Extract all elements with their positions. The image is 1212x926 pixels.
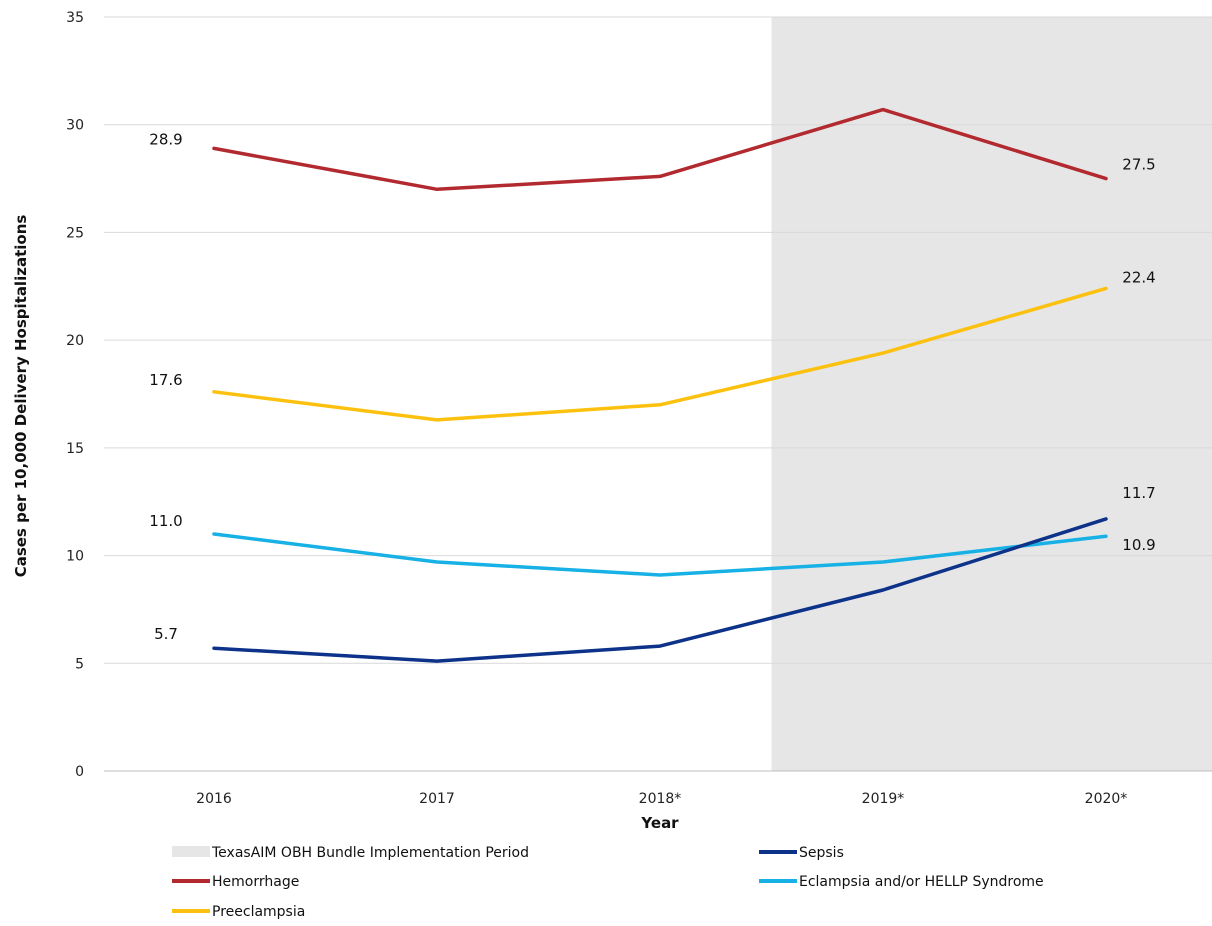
legend-label: Sepsis bbox=[799, 845, 844, 861]
data-label: 17.6 bbox=[149, 371, 182, 389]
y-tick-label: 20 bbox=[66, 333, 84, 349]
implementation-period-shade bbox=[771, 17, 1212, 771]
series-line-eclampsia-and-or-hellp-syndrome bbox=[212, 532, 1108, 577]
data-labels-layer: 28.9 27.5 17.6 22.4 11.0 10.9 5.7 11.7 bbox=[149, 130, 1155, 643]
y-tick-label: 5 bbox=[75, 656, 84, 672]
legend-label: TexasAIM OBH Bundle Implementation Perio… bbox=[211, 845, 529, 861]
grid-layer bbox=[104, 16, 1212, 772]
series-line-preeclampsia bbox=[212, 286, 1108, 422]
legend-label: Eclampsia and/or HELLP Syndrome bbox=[799, 874, 1044, 890]
x-axis-title: Year bbox=[640, 814, 679, 832]
x-tick-label: 2016 bbox=[196, 791, 232, 807]
x-tick-label: 2020* bbox=[1085, 791, 1128, 807]
y-tick-label: 35 bbox=[66, 10, 84, 26]
y-tick-label: 15 bbox=[66, 441, 84, 457]
data-label: 28.9 bbox=[149, 130, 182, 148]
legend-swatch bbox=[172, 846, 210, 857]
y-tick-label: 10 bbox=[66, 549, 84, 565]
y-axis-title: Cases per 10,000 Delivery Hospitalizatio… bbox=[12, 215, 30, 578]
data-label: 27.5 bbox=[1122, 156, 1155, 174]
series-layer bbox=[212, 107, 1108, 663]
x-axis: 2016 2017 2018* 2019* 2020* bbox=[196, 791, 1127, 807]
shaded-region-layer bbox=[771, 17, 1212, 771]
y-axis: 0 5 10 15 20 25 30 35 bbox=[66, 10, 84, 780]
data-label: 11.7 bbox=[1122, 484, 1155, 502]
y-tick-label: 0 bbox=[75, 764, 84, 780]
x-tick-label: 2019* bbox=[862, 791, 905, 807]
x-tick-label: 2017 bbox=[419, 791, 455, 807]
legend: TexasAIM OBH Bundle Implementation Perio… bbox=[172, 845, 1044, 920]
x-tick-label: 2018* bbox=[639, 791, 682, 807]
series-line-hemorrhage bbox=[212, 107, 1108, 192]
y-tick-label: 30 bbox=[66, 118, 84, 134]
data-label: 11.0 bbox=[149, 512, 182, 530]
y-tick-label: 25 bbox=[66, 225, 84, 241]
legend-label: Preeclampsia bbox=[212, 904, 305, 920]
data-label: 10.9 bbox=[1122, 536, 1155, 554]
data-label: 22.4 bbox=[1122, 268, 1155, 286]
series-line-sepsis bbox=[212, 517, 1108, 663]
data-label: 5.7 bbox=[154, 625, 178, 643]
legend-label: Hemorrhage bbox=[212, 874, 299, 890]
